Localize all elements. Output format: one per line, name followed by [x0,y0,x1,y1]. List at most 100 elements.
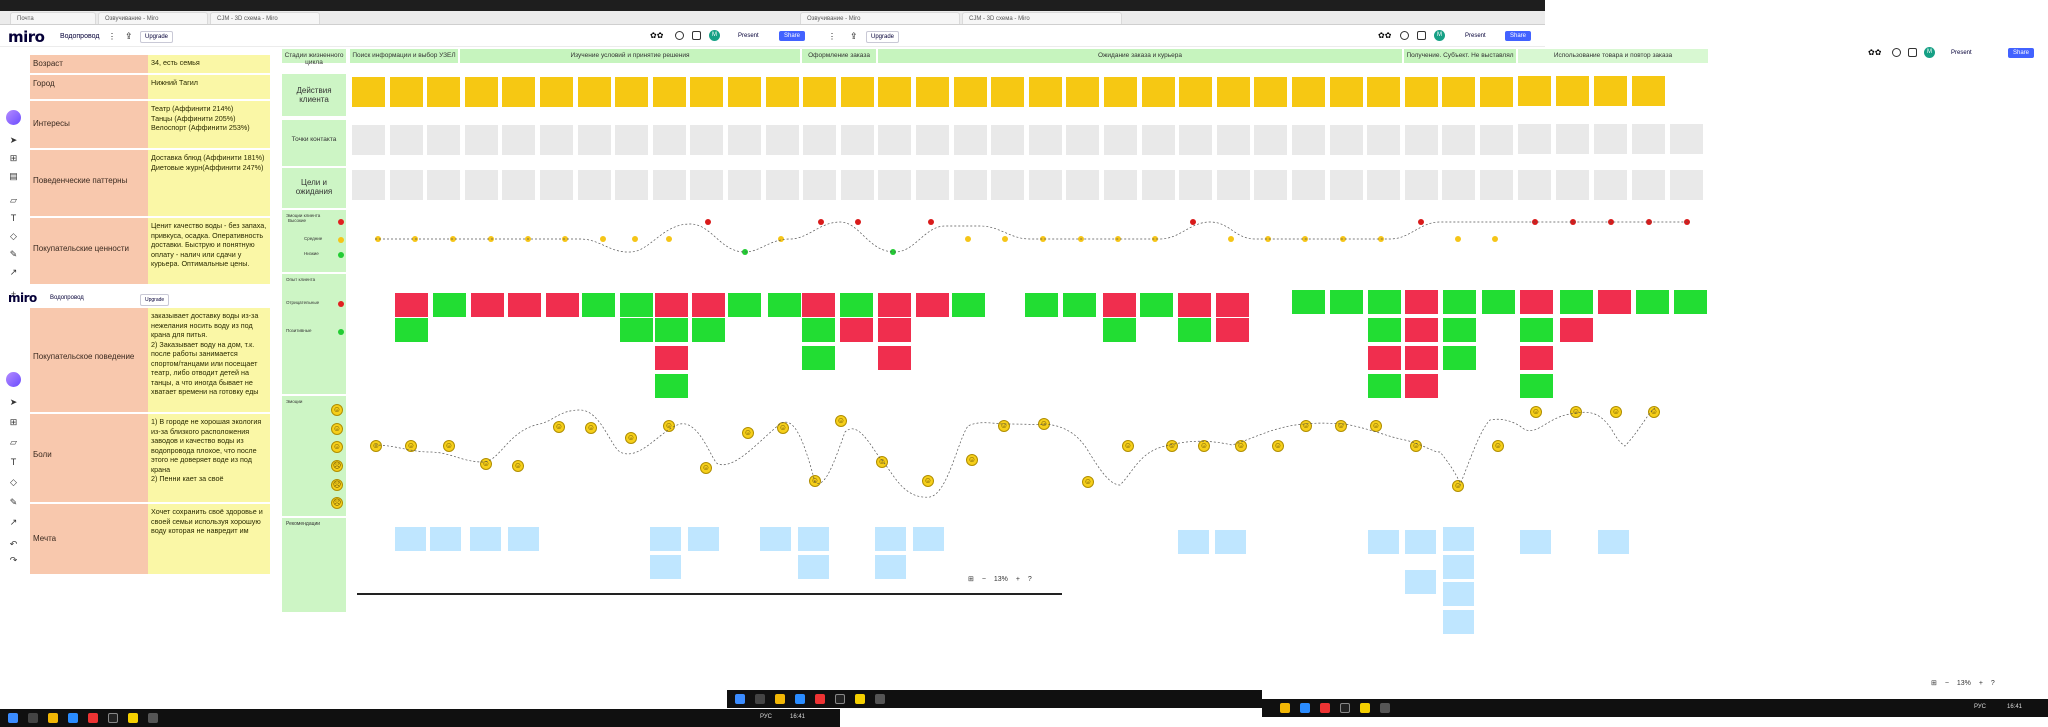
experience-sticky[interactable] [1520,374,1553,398]
touchpoint-sticky[interactable] [1330,125,1363,155]
touchpoint-sticky[interactable] [390,125,423,155]
zoom-in-icon[interactable]: + [1978,680,1983,687]
browser-tab[interactable]: Озвучивание - Miro [800,12,960,24]
miro-logo[interactable]: miro [8,291,37,305]
touchpoint-sticky[interactable] [1518,124,1551,154]
action-sticky[interactable] [1066,77,1099,107]
action-sticky[interactable] [1556,76,1589,106]
experience-sticky[interactable] [916,293,949,317]
experience-sticky[interactable] [878,346,911,370]
action-sticky[interactable] [1518,76,1551,106]
settings-icon[interactable] [1380,703,1390,713]
search-icon[interactable] [28,713,38,723]
action-sticky[interactable] [427,77,460,107]
goal-sticky[interactable] [1142,170,1175,200]
goal-sticky[interactable] [540,170,573,200]
goal-sticky[interactable] [916,170,949,200]
goal-sticky[interactable] [578,170,611,200]
ai-assistant-icon[interactable] [6,372,21,387]
action-sticky[interactable] [502,77,535,107]
touchpoint-sticky[interactable] [653,125,686,155]
recommendation-sticky[interactable] [430,527,461,551]
touchpoint-sticky[interactable] [690,125,723,155]
app-icon[interactable] [835,694,845,704]
recommendation-sticky[interactable] [1215,530,1246,554]
touchpoint-sticky[interactable] [991,125,1024,155]
zoom-in-icon[interactable]: + [1015,576,1020,583]
goal-sticky[interactable] [390,170,423,200]
experience-sticky[interactable] [1368,374,1401,398]
experience-sticky[interactable] [546,293,579,317]
experience-sticky[interactable] [1443,346,1476,370]
recommendation-sticky[interactable] [798,527,829,551]
avatar[interactable]: M [709,30,720,41]
miro-app-icon[interactable] [855,694,865,704]
browser-tab[interactable]: CJM - 3D схема - Miro [210,12,320,24]
touchpoint-sticky[interactable] [1104,125,1137,155]
action-sticky[interactable] [1179,77,1212,107]
touchpoint-sticky[interactable] [1142,125,1175,155]
experience-sticky[interactable] [768,293,801,317]
goal-sticky[interactable] [1029,170,1062,200]
touchpoint-sticky[interactable] [1029,125,1062,155]
experience-sticky[interactable] [655,318,688,342]
action-sticky[interactable] [1405,77,1438,107]
connector-icon[interactable]: ↗ [9,517,18,527]
table-icon[interactable]: ▤ [9,171,18,181]
yandex-browser-icon[interactable] [1320,703,1330,713]
recommendation-sticky[interactable] [875,555,906,579]
experience-sticky[interactable] [395,293,428,317]
pen-icon[interactable]: ✎ [9,497,18,507]
ai-assistant-icon[interactable] [6,110,21,125]
reactions-icon[interactable]: ✿✿ [1378,31,1392,40]
goal-sticky[interactable] [728,170,761,200]
recommendation-sticky[interactable] [1520,530,1551,554]
goal-sticky[interactable] [1292,170,1325,200]
touchpoint-sticky[interactable] [1480,125,1513,155]
experience-sticky[interactable] [655,346,688,370]
cursor-icon[interactable]: ➤ [9,397,18,407]
help-icon[interactable]: ? [1990,680,1995,687]
experience-sticky[interactable] [728,293,761,317]
action-sticky[interactable] [841,77,874,107]
chat-icon[interactable] [1892,48,1901,57]
action-sticky[interactable] [1142,77,1175,107]
undo-icon[interactable]: ↶ [9,539,18,549]
recommendation-sticky[interactable] [1598,530,1629,554]
recommendation-sticky[interactable] [1178,530,1209,554]
text-icon[interactable]: T [10,213,17,223]
touchpoint-sticky[interactable] [465,125,498,155]
recommendation-sticky[interactable] [798,555,829,579]
touchpoint-sticky[interactable] [1405,125,1438,155]
experience-sticky[interactable] [1482,290,1515,314]
chat-icon[interactable] [675,31,684,40]
action-sticky[interactable] [1594,76,1627,106]
experience-sticky[interactable] [1560,318,1593,342]
goal-sticky[interactable] [1556,170,1589,200]
more-tools-icon[interactable]: + [10,289,17,299]
touchpoint-sticky[interactable] [540,125,573,155]
goal-sticky[interactable] [1594,170,1627,200]
experience-sticky[interactable] [692,293,725,317]
export-icon[interactable]: ⇪ [125,31,133,41]
experience-sticky[interactable] [1103,293,1136,317]
reactions-icon[interactable]: ✿✿ [650,31,664,40]
experience-sticky[interactable] [952,293,985,317]
action-sticky[interactable] [991,77,1024,107]
experience-sticky[interactable] [508,293,541,317]
clock[interactable]: 16:41 [2007,704,2023,710]
text-icon[interactable]: T [10,457,17,467]
windows-start-icon[interactable] [735,694,745,704]
yandex-browser-icon[interactable] [815,694,825,704]
experience-sticky[interactable] [692,318,725,342]
recommendation-sticky[interactable] [875,527,906,551]
action-sticky[interactable] [615,77,648,107]
board-name[interactable]: Водопровод [60,33,100,40]
upgrade-button[interactable]: Upgrade [140,31,174,43]
more-icon[interactable]: ⋮ [828,32,836,41]
goal-sticky[interactable] [1066,170,1099,200]
goal-sticky[interactable] [1330,170,1363,200]
action-sticky[interactable] [1029,77,1062,107]
action-sticky[interactable] [1104,77,1137,107]
experience-sticky[interactable] [840,293,873,317]
